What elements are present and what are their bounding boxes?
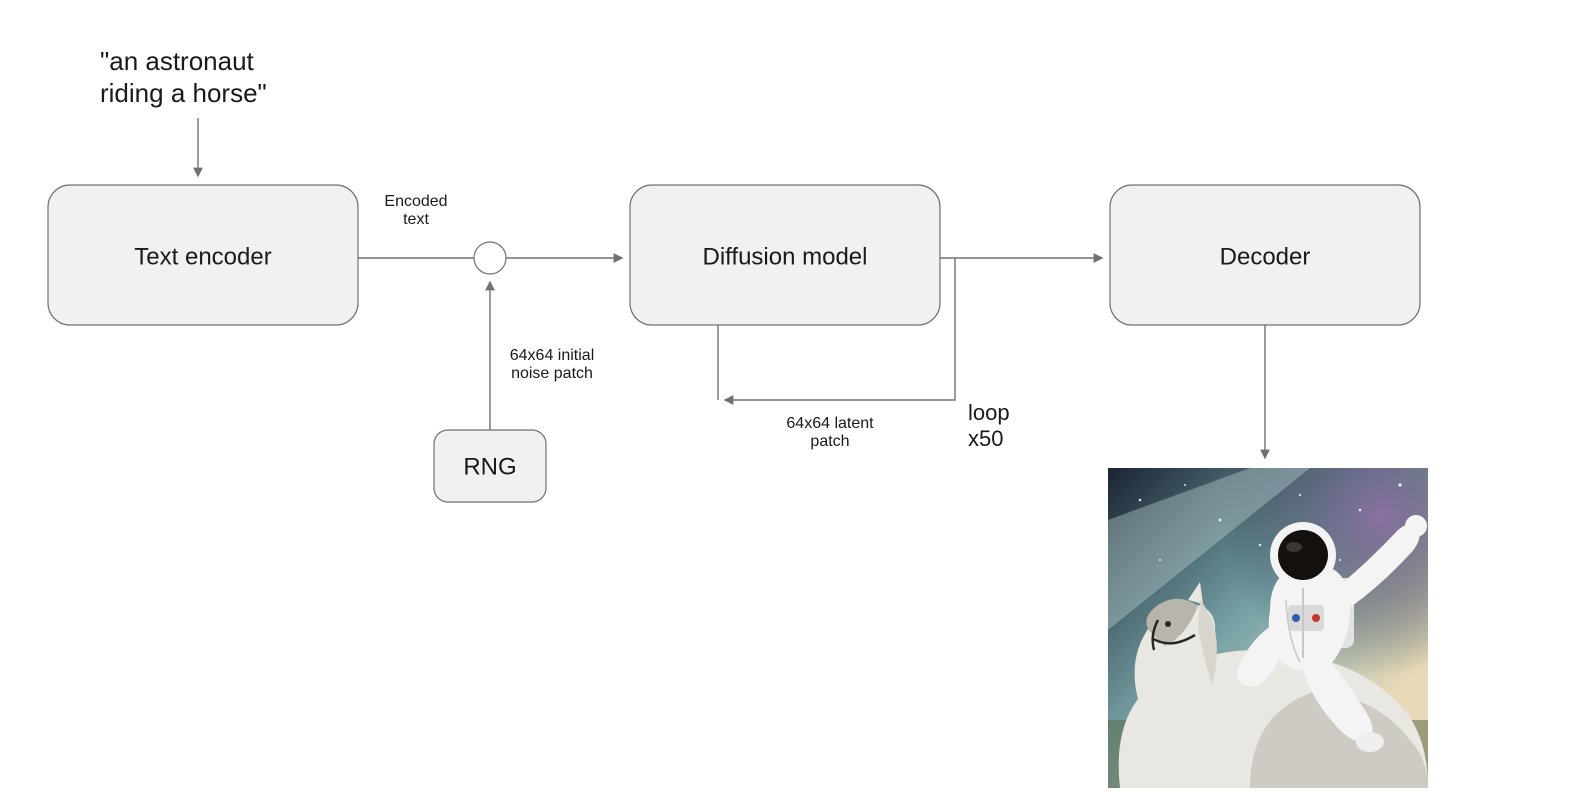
prompt-text-line1: "an astronaut bbox=[100, 46, 255, 76]
label-encoded-text-2: text bbox=[403, 211, 429, 228]
node-decoder-label: Decoder bbox=[1220, 243, 1311, 270]
node-rng-label: RNG bbox=[463, 453, 516, 480]
label-encoded-text-1: Encoded bbox=[384, 193, 447, 210]
node-text-encoder-label: Text encoder bbox=[134, 243, 271, 270]
label-noise-patch-2: noise patch bbox=[511, 365, 593, 382]
output-image bbox=[1108, 468, 1428, 788]
label-loop-1: loop bbox=[968, 400, 1010, 425]
node-diffusion-label: Diffusion model bbox=[703, 243, 868, 270]
prompt-text-line2: riding a horse" bbox=[100, 78, 267, 108]
diagram-canvas: "an astronaut riding a horse" Text encod… bbox=[0, 0, 1590, 792]
label-noise-patch-1: 64x64 initial bbox=[510, 347, 595, 364]
label-latent-patch-2: patch bbox=[810, 433, 849, 450]
label-latent-patch-1: 64x64 latent bbox=[786, 415, 874, 432]
label-loop-2: x50 bbox=[968, 426, 1003, 451]
node-merge-circle bbox=[474, 242, 506, 274]
